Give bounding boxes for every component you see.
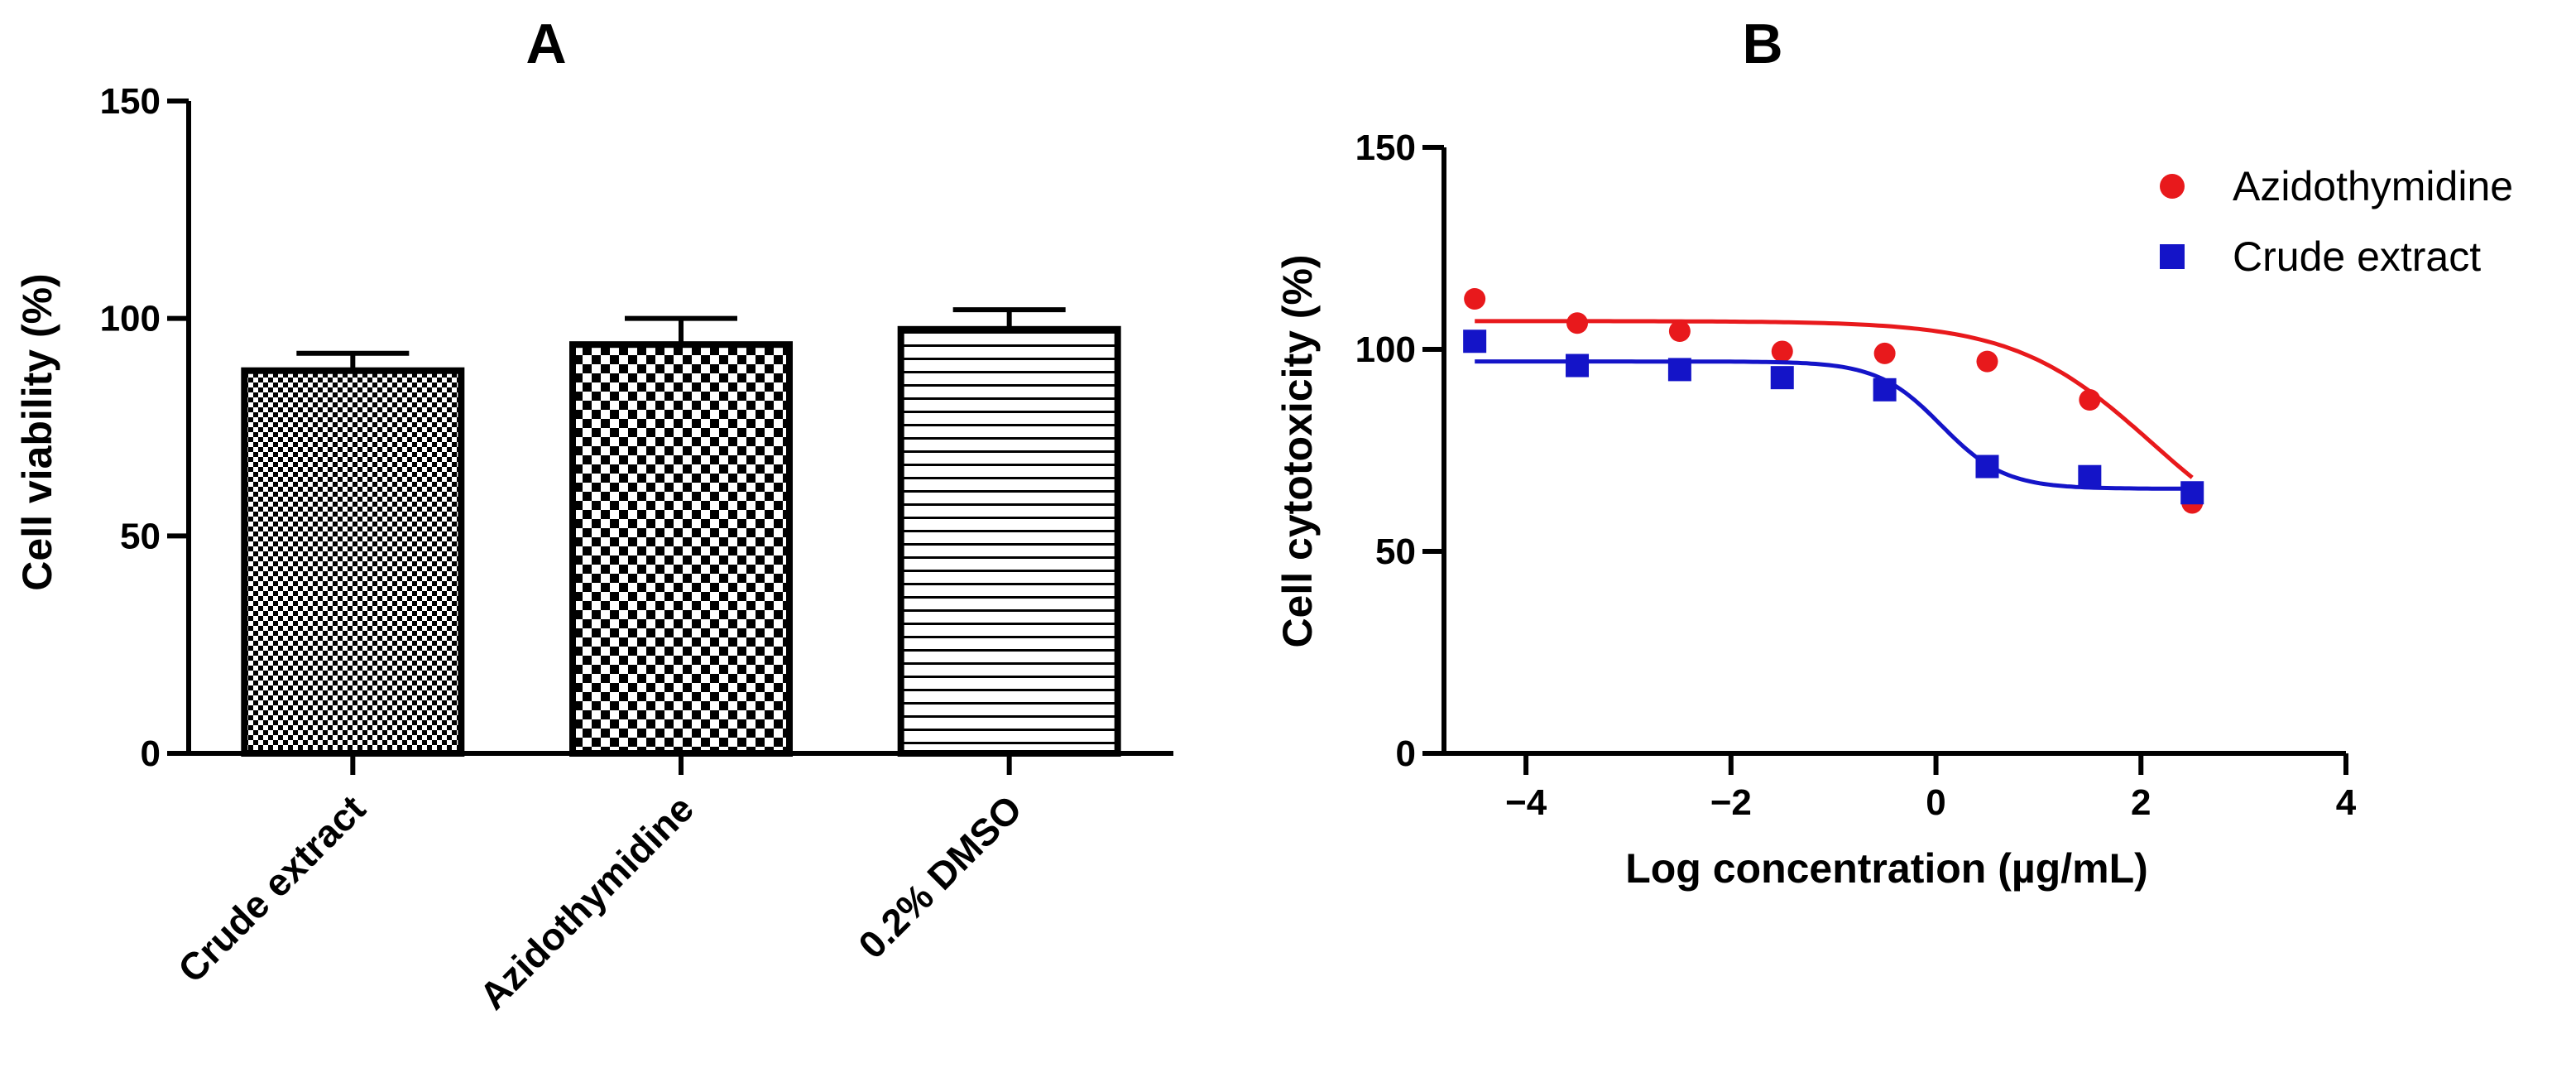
bar-azidothymidine — [569, 341, 793, 757]
legend-label-azidothymidine: Azidothymidine — [2233, 163, 2513, 209]
point-crude-extract — [1566, 354, 1590, 378]
point-azidothymidine — [1668, 320, 1691, 343]
panel-b-x-tick-label: 4 — [2336, 782, 2357, 823]
panel-b-legend: Azidothymidine Crude extract — [2160, 163, 2513, 280]
point-crude-extract — [1873, 378, 1897, 402]
panel-b-y-tick-label: 0 — [1396, 733, 1416, 774]
panel-b-x-tick-label: −4 — [1505, 782, 1547, 823]
bar-crude-extract — [241, 367, 465, 757]
point-azidothymidine — [2079, 389, 2101, 411]
panel-b-x-axis-title: Log concentration (µg/mL) — [1625, 845, 2148, 892]
point-azidothymidine — [1464, 288, 1486, 310]
panel-b-series — [1463, 288, 2204, 514]
panel-b: B Cell cytotoxicity (%) Log concentratio… — [1274, 12, 2513, 892]
point-azidothymidine — [1771, 340, 1793, 363]
point-azidothymidine — [1566, 312, 1589, 334]
panel-b-y-axis-title: Cell cytotoxicity (%) — [1274, 254, 1321, 647]
panel-a-title: A — [525, 12, 566, 75]
panel-b-y-axis: 0 50 100 150 — [1355, 127, 1446, 774]
fit-curve-azidothymidine — [1475, 319, 2194, 479]
legend-label-crude-extract: Crude extract — [2233, 233, 2481, 280]
panel-a: A Cell viability (%) 0 50 100 150 Crude ext… — [14, 12, 1173, 1017]
panel-b-y-tick-label: 50 — [1375, 531, 1416, 572]
panel-a-y-tick-label: 100 — [100, 299, 161, 339]
point-crude-extract — [1667, 358, 1691, 382]
panel-a-y-tick-label: 50 — [120, 516, 161, 556]
panel-a-y-tick-label: 150 — [100, 81, 161, 122]
fit-curve-crude-extract — [1475, 359, 2193, 491]
panel-a-x-axis: Crude extract Azidothymidine 0.2% DMSO — [170, 751, 1173, 1017]
panel-b-y-tick-label: 150 — [1355, 127, 1416, 168]
point-crude-extract — [2180, 481, 2204, 505]
panel-b-y-tick-label: 100 — [1355, 329, 1416, 370]
series-crude-extract — [1463, 329, 2204, 505]
panel-a-y-axis: 0 50 100 150 — [100, 81, 191, 774]
point-azidothymidine — [1873, 342, 1896, 364]
legend-marker-azidothymidine — [2160, 174, 2185, 199]
point-azidothymidine — [1976, 350, 1998, 373]
point-crude-extract — [1975, 455, 1999, 479]
panel-b-title: B — [1742, 12, 1782, 75]
legend-marker-crude-extract — [2160, 244, 2185, 269]
panel-b-x-tick-label: 2 — [2131, 782, 2151, 823]
point-crude-extract — [1463, 329, 1487, 354]
bar-0-2-dmso — [897, 325, 1121, 757]
panel-a-bars — [241, 307, 1121, 757]
panel-b-x-tick-label: 0 — [1926, 782, 1945, 823]
panel-a-category-label: Azidothymidine — [471, 786, 702, 1017]
point-crude-extract — [2078, 464, 2102, 488]
panel-a-category-label: 0.2% DMSO — [850, 786, 1030, 967]
panel-b-x-tick-label: −2 — [1710, 782, 1752, 823]
panel-b-x-axis: −4 −2 0 2 4 — [1442, 751, 2357, 823]
point-crude-extract — [1770, 366, 1794, 390]
panel-a-category-label: Crude extract — [170, 786, 373, 990]
panel-a-y-axis-title: Cell viability (%) — [14, 273, 60, 590]
panel-a-y-tick-label: 0 — [141, 733, 161, 774]
